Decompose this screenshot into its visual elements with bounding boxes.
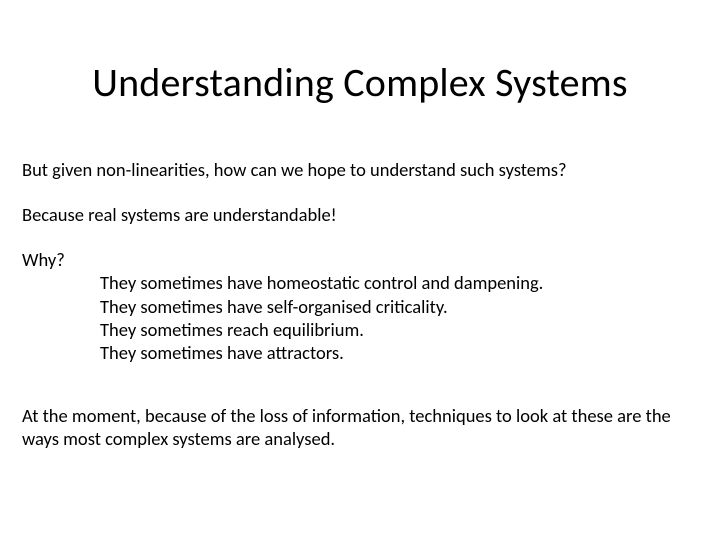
slide-body: But given non-linearities, how can we ho… (22, 158, 698, 472)
list-item: They sometimes have self-organised criti… (100, 295, 698, 318)
why-label: Why? (22, 248, 698, 271)
paragraph-intro-question: But given non-linearities, how can we ho… (22, 158, 698, 181)
why-reasons-list: They sometimes have homeostatic control … (22, 271, 698, 364)
list-item: They sometimes have homeostatic control … (100, 271, 698, 294)
list-item: They sometimes have attractors. (100, 341, 698, 364)
list-item: They sometimes reach equilibrium. (100, 318, 698, 341)
paragraph-answer: Because real systems are understandable! (22, 203, 698, 226)
slide: Understanding Complex Systems But given … (0, 0, 720, 540)
why-block: Why? They sometimes have homeostatic con… (22, 248, 698, 364)
slide-title: Understanding Complex Systems (0, 58, 720, 107)
paragraph-closing: At the moment, because of the loss of in… (22, 404, 698, 450)
